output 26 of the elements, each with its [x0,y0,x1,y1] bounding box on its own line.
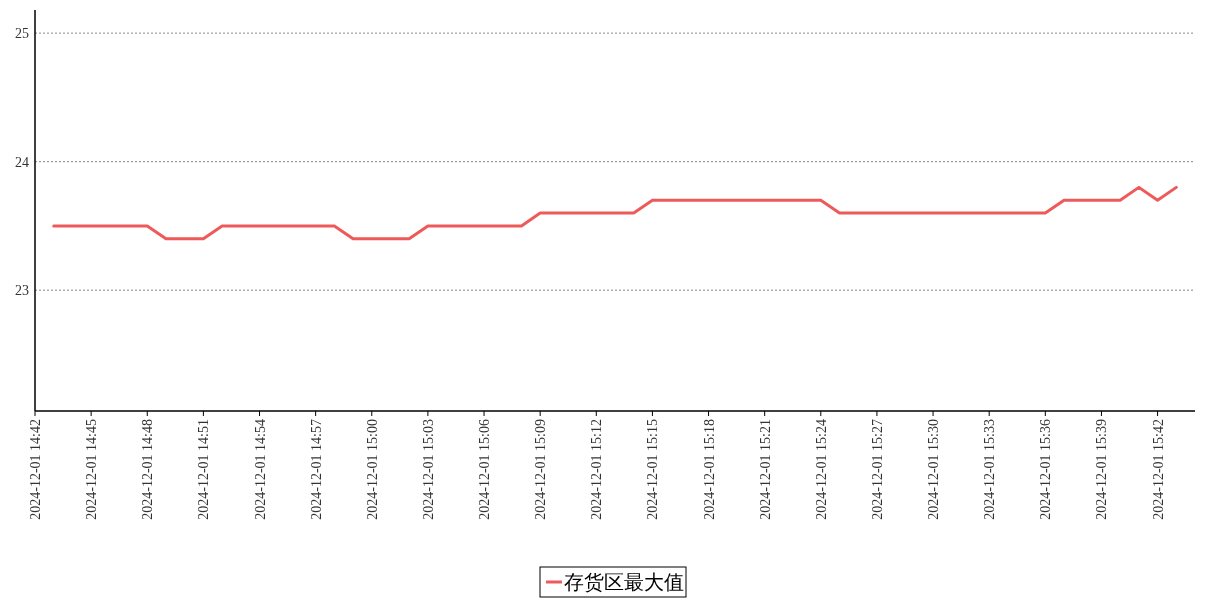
x-tick-label: 2024-12-01 15:15 [645,419,661,520]
legend-label: 存货区最大值 [564,571,684,593]
x-tick-label: 2024-12-01 15:33 [982,419,998,520]
x-tick-label: 2024-12-01 15:00 [364,419,380,520]
x-tick-label: 2024-12-01 15:18 [701,419,717,520]
x-tick-label: 2024-12-01 14:51 [196,419,212,520]
x-tick-label: 2024-12-01 14:42 [28,419,43,520]
x-tick-label: 2024-12-01 15:36 [1038,419,1054,520]
x-tick-label: 2024-12-01 15:03 [420,419,436,520]
x-tick-label: 2024-12-01 14:48 [140,419,156,520]
y-tick-label: 24 [15,154,29,170]
x-tick-label: 2024-12-01 15:21 [757,419,773,520]
y-tick-label: 25 [15,26,29,42]
x-tick-label: 2024-12-01 15:27 [869,419,885,520]
x-tick-label: 2024-12-01 15:12 [589,419,605,520]
x-tick-label: 2024-12-01 14:54 [252,419,268,520]
x-tick-label: 2024-12-01 14:57 [308,419,324,520]
x-tick-label: 2024-12-01 15:30 [926,419,942,520]
x-tick-label: 2024-12-01 15:09 [533,419,549,520]
x-tick-label: 2024-12-01 14:45 [84,419,100,520]
x-tick-label: 2024-12-01 15:06 [477,419,493,520]
x-tick-label: 2024-12-01 15:24 [813,419,829,520]
line-series [52,185,1178,241]
x-tick-label: 2024-12-01 15:39 [1094,419,1110,520]
x-tick-label: 2024-12-01 15:42 [1150,419,1166,520]
y-tick-label: 23 [15,283,29,299]
